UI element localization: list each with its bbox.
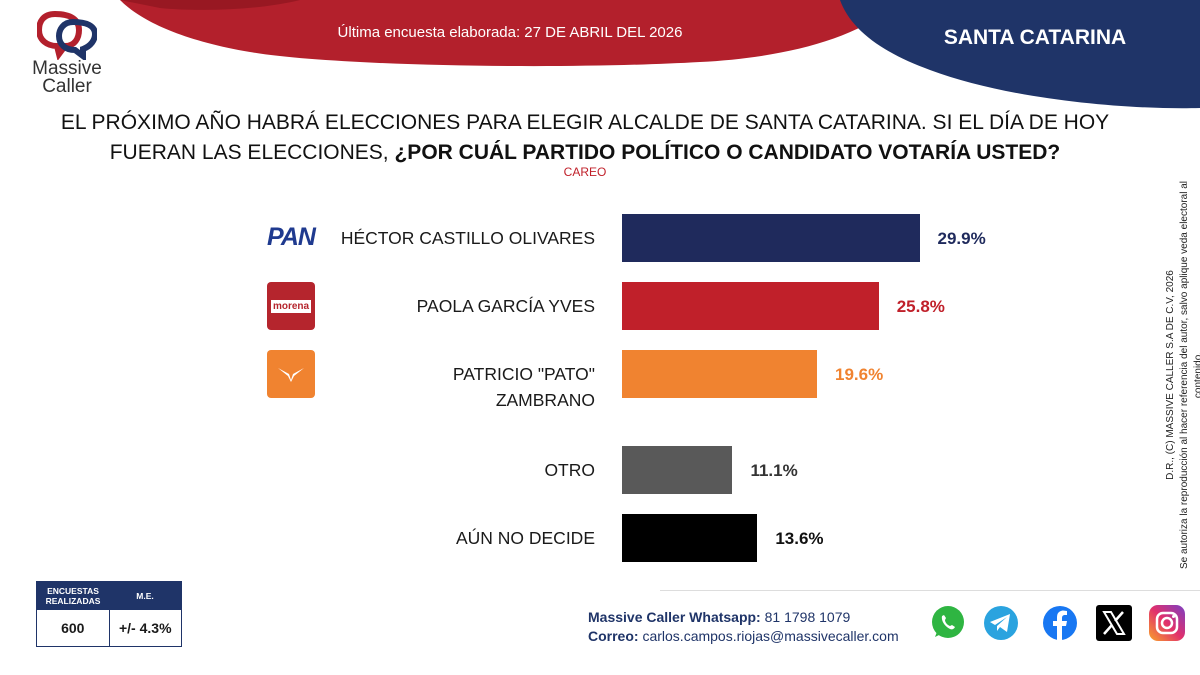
stats-header-row: ENCUESTAS REALIZADAS M.E. <box>37 582 181 610</box>
category-label-line: OTRO <box>544 460 595 480</box>
category-label-line: ZAMBRANO <box>495 390 595 410</box>
category-label-line: PAOLA GARCÍA YVES <box>416 296 595 316</box>
category-label: PAOLA GARCÍA YVES <box>250 293 595 319</box>
category-label-line: AÚN NO DECIDE <box>455 528 595 548</box>
survey-stats-table: ENCUESTAS REALIZADAS M.E. 600 +/- 4.3% <box>36 581 182 647</box>
header-red-shade <box>120 0 300 10</box>
whatsapp-label: Massive Caller Whatsapp: <box>588 609 761 625</box>
bar <box>622 350 818 398</box>
bar <box>622 514 758 562</box>
survey-question: EL PRÓXIMO AÑO HABRÁ ELECCIONES PARA ELE… <box>20 108 1150 168</box>
telegram-icon[interactable] <box>982 604 1020 642</box>
whatsapp-contact: Massive Caller Whatsapp: 81 1798 1079 <box>588 608 899 627</box>
contact-info: Massive Caller Whatsapp: 81 1798 1079 Co… <box>588 608 899 646</box>
movimiento-ciudadano-icon <box>267 350 315 398</box>
header-background <box>120 0 1200 109</box>
bar-value-label: 13.6% <box>775 529 824 548</box>
logo-text-massive: Massive <box>32 58 102 79</box>
massive-caller-logo: Massive Caller <box>24 8 110 100</box>
chart-subtitle: CAREO <box>563 165 607 179</box>
category-label: HÉCTOR CASTILLO OLIVARES <box>250 225 595 251</box>
bar-value-label: 25.8% <box>896 297 945 316</box>
morena-icon: morena <box>267 282 315 330</box>
footer-divider <box>660 590 1200 591</box>
stats-header-margin: M.E. <box>136 591 154 601</box>
whatsapp-number[interactable]: 81 1798 1079 <box>764 609 851 625</box>
question-text: EL PRÓXIMO AÑO HABRÁ ELECCIONES PARA ELE… <box>60 111 1110 164</box>
category-label: AÚN NO DECIDE <box>250 525 595 551</box>
category-label-line: PATRICIO "PATO" <box>452 364 595 384</box>
logo-bubbles-icon <box>37 10 97 60</box>
vote-intention-chart: PAN morena 29.9% HÉCTOR CASTILLO OLIVARES… <box>250 200 1050 585</box>
bar-value-label: 19.6% <box>835 365 884 384</box>
facebook-icon[interactable] <box>1041 604 1079 642</box>
x-icon[interactable] <box>1095 604 1133 642</box>
bar <box>622 282 879 330</box>
instagram-icon[interactable] <box>1148 604 1186 642</box>
legal-copyright: D.R., (C) MASSIVE CALLER S.A DE C.V, 202… <box>1165 270 1176 480</box>
email-label: Correo: <box>588 628 639 644</box>
legal-notice: D.R., (C) MASSIVE CALLER S.A DE C.V, 202… <box>1164 165 1200 585</box>
category-label: OTRO <box>250 457 595 483</box>
region-title: SANTA CATARINA <box>943 26 1127 49</box>
header-red-band <box>120 0 900 67</box>
pan-icon: PAN <box>267 213 316 261</box>
bar <box>622 214 920 262</box>
logo-text-caller: Caller <box>42 76 92 97</box>
question-emphasis: ¿POR CUÁL PARTIDO POLÍTICO O CANDIDATO V… <box>394 141 1061 164</box>
stats-header-surveys: ENCUESTAS REALIZADAS <box>45 586 101 606</box>
bar <box>622 446 733 494</box>
stats-value-row: 600 +/- 4.3% <box>37 610 181 646</box>
legal-authorization: Se autoriza la reproducción al hacer ref… <box>1179 181 1200 570</box>
category-label: PATRICIO "PATO" ZAMBRANO <box>250 361 595 413</box>
stats-margin-value: +/- 4.3% <box>108 610 182 646</box>
stats-surveys-value: 600 <box>61 620 85 636</box>
whatsapp-icon[interactable] <box>929 604 967 642</box>
header-navy-band <box>840 0 1200 109</box>
morena-logo-text: morena <box>270 299 312 313</box>
email-contact: Correo: carlos.campos.riojas@massivecall… <box>588 627 899 646</box>
bar-value-label: 29.9% <box>937 229 986 248</box>
bar-value-label: 11.1% <box>750 461 798 480</box>
pan-logo-text: PAN <box>267 222 316 251</box>
category-label-line: HÉCTOR CASTILLO OLIVARES <box>340 228 595 248</box>
email-address[interactable]: carlos.campos.riojas@massivecaller.com <box>642 628 899 644</box>
survey-date: Última encuesta elaborada: 27 DE ABRIL D… <box>337 24 683 41</box>
